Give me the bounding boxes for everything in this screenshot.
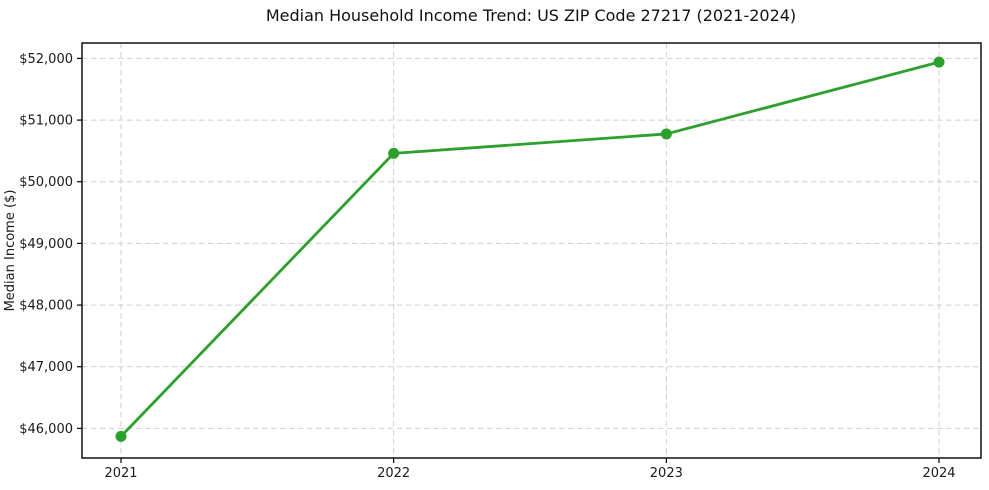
- y-tick-label: $51,000: [19, 114, 73, 129]
- data-layer: [115, 56, 945, 442]
- data-point: [115, 430, 127, 442]
- y-tick-label: $46,000: [19, 422, 73, 437]
- data-line: [119, 60, 941, 438]
- x-tick-label: 2022: [377, 466, 410, 481]
- y-tick-label: $49,000: [19, 237, 73, 252]
- y-tick-label: $52,000: [19, 52, 73, 67]
- x-tick-label: 2021: [104, 466, 137, 481]
- y-tick-label: $48,000: [19, 299, 73, 314]
- y-tick-label: $47,000: [19, 360, 73, 375]
- data-point: [660, 128, 672, 140]
- plot-border: [81, 42, 982, 459]
- x-tick-label: 2023: [650, 466, 683, 481]
- axis-layer: $46,000 $47,000 $48,000 $49,000 $50,000 $51,0…: [19, 42, 982, 481]
- x-tick-label: 2024: [922, 466, 955, 481]
- y-tick-label: $50,000: [19, 175, 73, 190]
- grid-layer: [82, 43, 981, 458]
- chart-title: Median Household Income Trend: US ZIP Co…: [266, 6, 796, 25]
- data-point: [388, 147, 400, 159]
- y-axis-label: Median Income ($): [3, 190, 18, 312]
- data-point: [933, 56, 945, 68]
